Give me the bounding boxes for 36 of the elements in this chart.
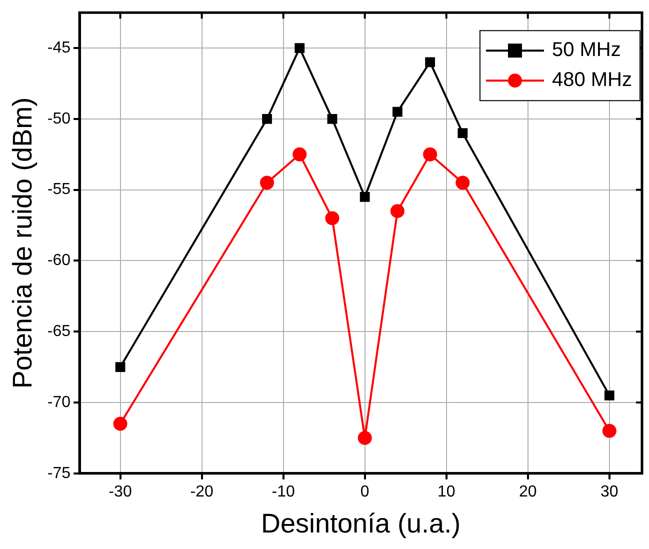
point [425,57,436,68]
point [294,43,305,53]
x-axis-title: Desintonía (u.a.) [260,508,461,538]
legend-label: 480 MHz [552,69,632,92]
point [327,114,338,124]
x-tick-label: -20 [190,483,214,500]
point [458,128,468,138]
x-tick-label: 10 [437,483,456,500]
point [390,204,404,218]
y-tick-label: -45 [47,39,71,56]
y-axis-title: Potencia de ruido (dBm) [8,97,38,389]
point [456,176,470,190]
x-tick-label: -10 [272,483,295,500]
point [392,106,402,117]
x-tick-label: -30 [108,483,132,500]
point [325,211,340,226]
y-tick-label: -65 [47,323,71,340]
x-tick-label: 0 [360,483,370,500]
point [423,147,438,162]
y-tick-label: -50 [47,110,71,128]
y-tick-label: -75 [47,464,71,482]
point [360,192,370,202]
y-tick-label: -60 [47,252,71,270]
x-tick-label: 20 [518,483,537,500]
point [358,430,372,445]
point [115,362,126,372]
point [113,416,128,431]
point [260,176,274,190]
point [262,114,272,124]
y-tick-label: -55 [47,181,71,198]
point [604,390,614,400]
y-tick-label: -70 [47,394,71,411]
x-tick-label: 30 [600,483,618,500]
legend-label: 50 MHz [552,39,621,62]
point [602,424,616,438]
point [292,147,307,162]
